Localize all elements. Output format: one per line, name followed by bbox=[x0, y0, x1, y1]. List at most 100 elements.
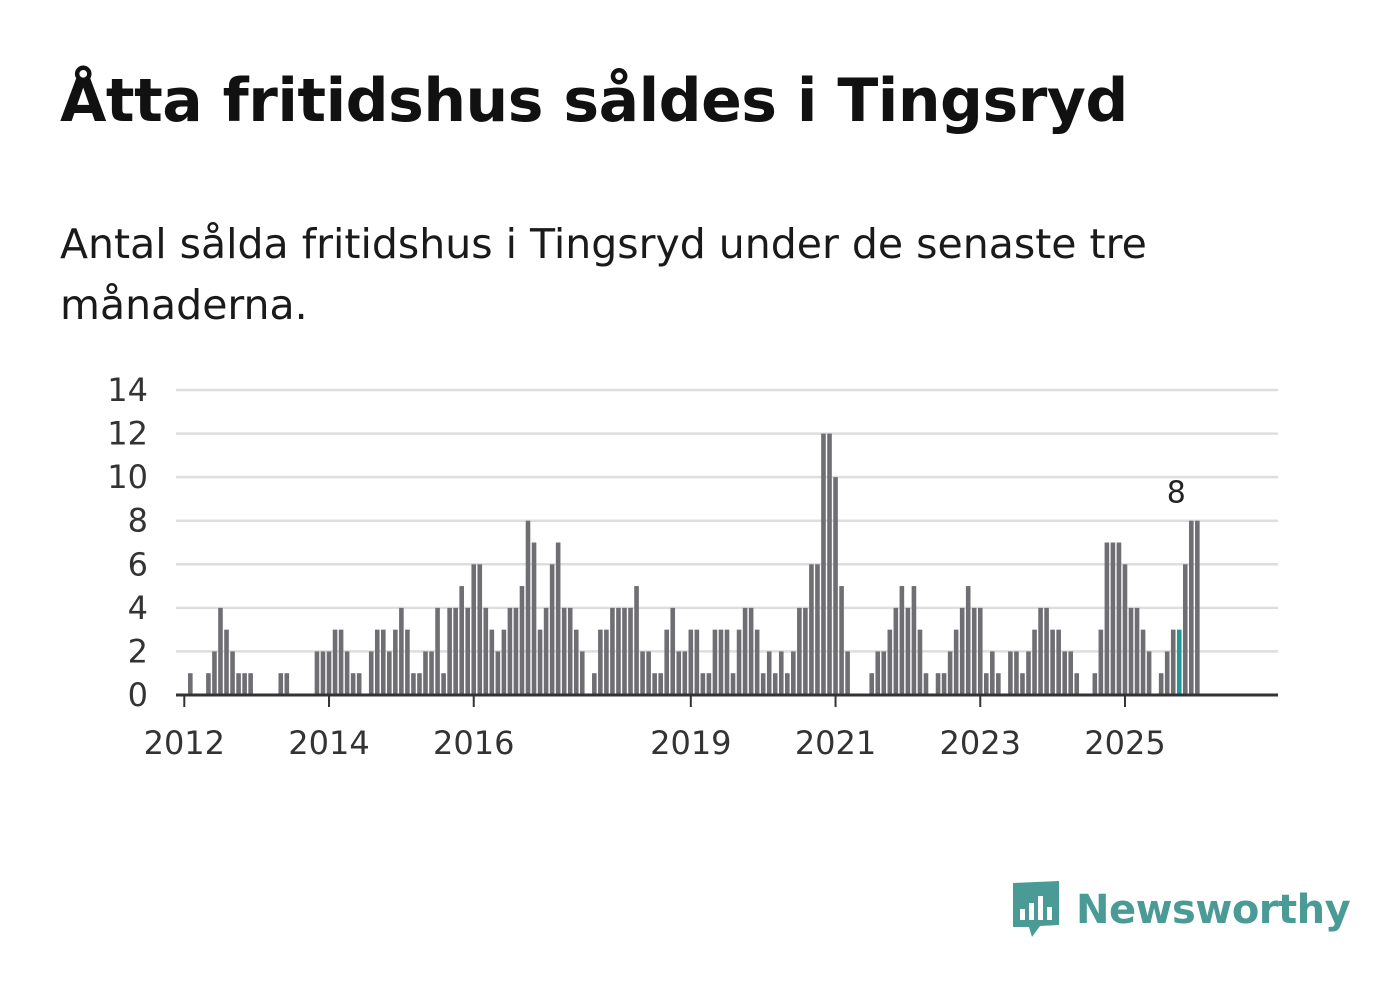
highlight-bar bbox=[1176, 629, 1182, 695]
bar bbox=[724, 629, 730, 695]
bar bbox=[411, 673, 416, 695]
bar bbox=[917, 629, 923, 695]
bar bbox=[941, 673, 947, 695]
bar bbox=[772, 673, 778, 695]
y-tick-label: 2 bbox=[128, 632, 148, 670]
bar bbox=[875, 651, 881, 695]
bar bbox=[314, 651, 320, 695]
bar bbox=[1050, 629, 1055, 695]
bar bbox=[634, 586, 639, 695]
bar bbox=[977, 607, 983, 695]
bar bbox=[996, 673, 1001, 695]
bar bbox=[1062, 651, 1067, 695]
bar bbox=[869, 673, 875, 695]
bar bbox=[242, 673, 247, 695]
bar bbox=[380, 629, 386, 695]
y-tick-label: 14 bbox=[107, 371, 148, 409]
bar bbox=[477, 564, 483, 695]
bar bbox=[429, 651, 434, 695]
bar bbox=[1092, 673, 1098, 695]
bar bbox=[224, 629, 229, 695]
bar-chart: 0 2 4 6 8 10 12 14 2012 2014 2016 2019 2021 2023 2025 8 bbox=[107, 371, 1278, 762]
bar bbox=[561, 607, 567, 695]
bar bbox=[368, 651, 374, 695]
bar bbox=[284, 673, 290, 695]
bar bbox=[1068, 651, 1074, 695]
bar bbox=[248, 673, 253, 695]
bar bbox=[899, 586, 905, 695]
bar bbox=[718, 629, 724, 695]
bar bbox=[1146, 651, 1152, 695]
newsworthy-logo-icon bbox=[1013, 881, 1059, 937]
bar bbox=[658, 673, 663, 695]
bar bbox=[543, 607, 549, 695]
bar bbox=[1122, 564, 1128, 695]
bar bbox=[1116, 542, 1122, 695]
y-tick-label: 8 bbox=[128, 502, 148, 540]
bar bbox=[827, 433, 832, 695]
bar bbox=[803, 607, 808, 695]
bar bbox=[1195, 520, 1200, 695]
bar bbox=[1189, 520, 1194, 695]
x-tick-label: 2014 bbox=[288, 724, 369, 762]
bar bbox=[393, 629, 398, 695]
chart-subtitle: Antal sålda fritidshus i Tingsryd under … bbox=[60, 220, 1147, 329]
bar bbox=[459, 586, 464, 695]
bar bbox=[236, 673, 241, 695]
bar bbox=[610, 607, 615, 695]
y-tick-label: 4 bbox=[128, 589, 148, 627]
x-tick-label: 2023 bbox=[940, 724, 1021, 762]
bar bbox=[555, 542, 561, 695]
bar bbox=[1044, 607, 1049, 695]
bar bbox=[326, 651, 332, 695]
bar bbox=[815, 564, 820, 695]
bar bbox=[797, 607, 802, 695]
bar bbox=[338, 629, 344, 695]
bar bbox=[320, 651, 326, 695]
bar bbox=[519, 586, 525, 695]
bar bbox=[676, 651, 682, 695]
bar bbox=[881, 651, 887, 695]
bar bbox=[350, 673, 356, 695]
bar bbox=[441, 673, 446, 695]
bar bbox=[646, 651, 651, 695]
bar bbox=[1038, 607, 1043, 695]
bar bbox=[785, 673, 790, 695]
bar bbox=[935, 673, 941, 695]
bar bbox=[1140, 629, 1146, 695]
bar bbox=[405, 629, 410, 695]
bar bbox=[1032, 629, 1037, 695]
bar bbox=[712, 629, 718, 695]
bar bbox=[417, 673, 422, 695]
bar bbox=[1164, 651, 1170, 695]
bar bbox=[688, 629, 694, 695]
bar bbox=[507, 607, 513, 695]
bar bbox=[483, 607, 489, 695]
bar bbox=[1008, 651, 1013, 695]
bar bbox=[1014, 651, 1019, 695]
bar bbox=[640, 651, 645, 695]
bar bbox=[531, 542, 537, 695]
bar bbox=[567, 607, 573, 695]
bar bbox=[833, 477, 838, 695]
bar bbox=[604, 629, 609, 695]
bar bbox=[845, 651, 850, 695]
x-tick-label: 2025 bbox=[1084, 724, 1165, 762]
bar bbox=[1182, 564, 1188, 695]
x-tick-label: 2021 bbox=[795, 724, 876, 762]
bar bbox=[374, 629, 380, 695]
bar bbox=[628, 607, 633, 695]
brand-logo[interactable]: Newsworthy bbox=[1010, 878, 1351, 942]
bar bbox=[778, 651, 784, 695]
bar bbox=[730, 673, 736, 695]
bar bbox=[489, 629, 495, 695]
bar bbox=[332, 629, 338, 695]
brand-name: Newsworthy bbox=[1076, 887, 1351, 933]
bar bbox=[598, 629, 603, 695]
bar bbox=[1074, 673, 1080, 695]
bar bbox=[230, 651, 235, 695]
y-tick-label: 12 bbox=[107, 415, 148, 453]
bar bbox=[537, 629, 543, 695]
bar bbox=[1026, 651, 1031, 695]
bar bbox=[423, 651, 428, 695]
